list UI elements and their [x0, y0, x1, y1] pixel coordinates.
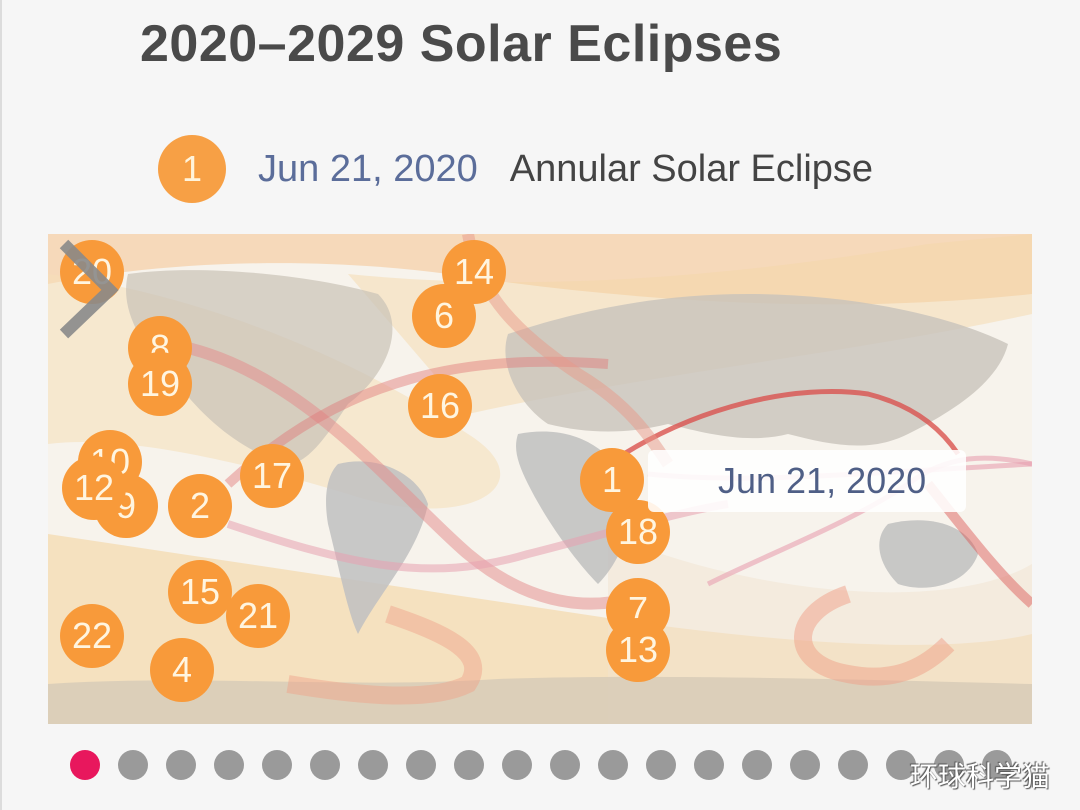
eclipse-marker-15[interactable]: 15: [168, 560, 232, 624]
page-dot-4[interactable]: [214, 750, 244, 780]
page-dot-17[interactable]: [838, 750, 868, 780]
eclipse-marker-4[interactable]: 4: [150, 638, 214, 702]
page-dot-16[interactable]: [790, 750, 820, 780]
selected-eclipse-tooltip: Jun 21, 2020: [648, 450, 966, 512]
selected-eclipse-date: Jun 21, 2020: [258, 147, 478, 190]
page-dot-2[interactable]: [118, 750, 148, 780]
page-dot-14[interactable]: [694, 750, 724, 780]
page-dot-1[interactable]: [70, 750, 100, 780]
page-title: 2020–2029 Solar Eclipses: [140, 15, 783, 73]
left-border: [0, 0, 2, 810]
eclipse-marker-6[interactable]: 6: [412, 284, 476, 348]
eclipse-world-map[interactable]: 20 14 6 8 19 16 10 9 12 2 17 18 15 21 7 …: [48, 234, 1032, 724]
chevron-right-icon[interactable]: [48, 234, 128, 344]
selected-eclipse-badge: 1: [158, 135, 226, 203]
page-dot-5[interactable]: [262, 750, 292, 780]
page-dot-9[interactable]: [454, 750, 484, 780]
eclipse-marker-19[interactable]: 19: [128, 352, 192, 416]
page-dot-7[interactable]: [358, 750, 388, 780]
page-dot-12[interactable]: [598, 750, 628, 780]
eclipse-marker-2[interactable]: 2: [168, 474, 232, 538]
eclipse-marker-17[interactable]: 17: [240, 444, 304, 508]
page-dot-10[interactable]: [502, 750, 532, 780]
page-dot-3[interactable]: [166, 750, 196, 780]
eclipse-marker-1-selected[interactable]: 1: [580, 448, 644, 512]
eclipse-marker-21[interactable]: 21: [226, 584, 290, 648]
eclipse-marker-22[interactable]: 22: [60, 604, 124, 668]
page-dot-20[interactable]: [982, 750, 1012, 780]
selected-eclipse-type: Annular Solar Eclipse: [509, 147, 874, 190]
page-dot-19[interactable]: [934, 750, 964, 780]
watermark-text: 环球科学猫: [910, 760, 1051, 793]
page-dot-8[interactable]: [406, 750, 436, 780]
page-dot-15[interactable]: [742, 750, 772, 780]
page-dot-6[interactable]: [310, 750, 340, 780]
page-dot-13[interactable]: [646, 750, 676, 780]
selected-eclipse-info: 1 Jun 21, 2020 Annular Solar Eclipse: [158, 135, 873, 203]
tooltip-date: Jun 21, 2020: [718, 460, 927, 501]
page-dot-11[interactable]: [550, 750, 580, 780]
eclipse-marker-12[interactable]: 12: [62, 456, 126, 520]
eclipse-marker-16[interactable]: 16: [408, 374, 472, 438]
pagination-dots: [70, 750, 1030, 780]
page-dot-18[interactable]: [886, 750, 916, 780]
eclipse-marker-13[interactable]: 13: [606, 618, 670, 682]
